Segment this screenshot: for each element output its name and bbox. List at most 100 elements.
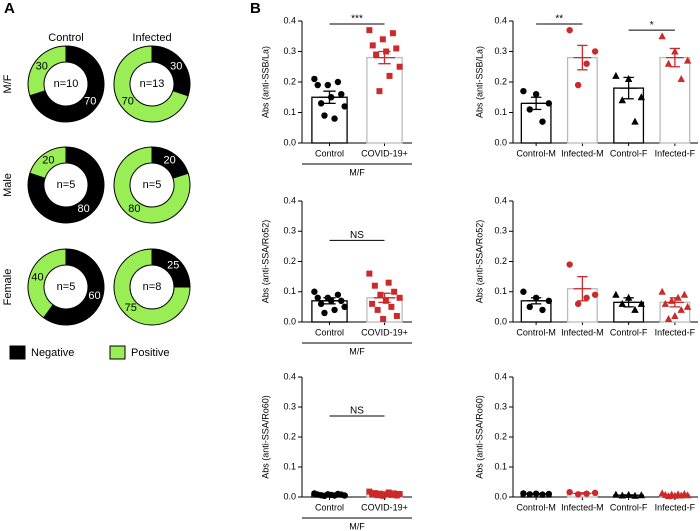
donut-segment xyxy=(27,45,67,97)
data-point xyxy=(382,297,389,304)
x-tick-label: COVID-19+ xyxy=(361,148,408,158)
y-tick-label: 0.3 xyxy=(283,46,296,56)
data-point xyxy=(314,81,321,89)
donut-value-label: 75 xyxy=(125,302,137,314)
data-point xyxy=(574,300,582,308)
panel-label: A xyxy=(4,0,15,17)
significance-label: * xyxy=(650,20,654,31)
data-point xyxy=(526,106,533,113)
data-point xyxy=(631,305,639,313)
bar xyxy=(366,56,403,144)
y-tick-label: 0.3 xyxy=(494,46,507,56)
data-point xyxy=(373,51,380,58)
y-tick-label: 0.4 xyxy=(283,195,296,205)
data-point xyxy=(389,30,396,37)
y-tick-label: 0.1 xyxy=(283,461,296,471)
data-point xyxy=(591,489,599,496)
donut-segment xyxy=(113,45,189,123)
x-tick-label: Control-M xyxy=(516,502,556,512)
bar xyxy=(659,56,691,144)
donut-value-label: 30 xyxy=(36,60,48,72)
donut-center-label: n=13 xyxy=(140,78,165,90)
data-point xyxy=(338,91,345,98)
y-tick-label: 0.0 xyxy=(283,316,296,326)
y-tick-label: 0.4 xyxy=(494,371,507,381)
x-tick-label: Infected-F xyxy=(655,148,696,158)
donut-segment xyxy=(29,45,105,123)
data-point xyxy=(369,491,376,498)
data-point xyxy=(321,309,328,317)
donut-segment xyxy=(42,248,105,326)
y-tick-label: 0.2 xyxy=(494,76,507,86)
donut-segment xyxy=(113,248,191,326)
row-header: M/F xyxy=(2,74,14,93)
data-point xyxy=(637,299,646,307)
data-point xyxy=(612,290,620,298)
y-axis-label: Abs (anti-SSA/Ro60) xyxy=(474,395,484,479)
data-point xyxy=(369,300,376,307)
data-point xyxy=(583,294,590,301)
y-tick-label: 0.1 xyxy=(494,461,507,471)
data-point xyxy=(683,56,692,64)
data-point xyxy=(520,87,527,95)
data-point xyxy=(386,72,393,79)
x-tick-label: Control-M xyxy=(516,327,556,337)
x-tick-label: Infected-F xyxy=(655,327,696,337)
data-point xyxy=(334,78,342,86)
y-tick-label: 0.4 xyxy=(283,15,296,25)
data-point xyxy=(396,63,403,70)
data-point xyxy=(317,300,325,308)
donut-value-label: 25 xyxy=(167,260,179,272)
data-point xyxy=(314,294,321,301)
x-tick-label: COVID-19+ xyxy=(361,502,408,512)
data-point xyxy=(311,288,318,295)
data-point xyxy=(566,26,573,34)
data-point xyxy=(545,297,553,305)
donut-value-label: 80 xyxy=(128,203,140,215)
data-point xyxy=(331,306,338,314)
data-point xyxy=(317,100,325,107)
significance-label: NS xyxy=(350,230,364,241)
y-tick-label: 0.3 xyxy=(494,226,507,236)
data-point xyxy=(566,489,573,496)
donut-center-label: n=5 xyxy=(143,179,162,191)
donut-value-label: 40 xyxy=(31,272,43,284)
y-tick-label: 0.4 xyxy=(494,195,507,205)
data-point xyxy=(664,492,673,500)
data-point xyxy=(532,91,540,98)
data-point xyxy=(539,306,546,314)
y-axis-label: Abs (anti-SSA/Ro52) xyxy=(474,220,484,304)
y-tick-label: 0.3 xyxy=(283,226,296,236)
y-axis-label: Abs (anti-SSB/La) xyxy=(260,46,270,118)
data-point xyxy=(658,32,666,40)
data-point xyxy=(661,299,670,307)
data-point xyxy=(331,115,338,122)
row-header: Male xyxy=(2,173,14,197)
x-tick-label: Control-F xyxy=(610,502,648,512)
donut-center-label: n=10 xyxy=(54,78,79,90)
data-point xyxy=(380,492,387,499)
data-point xyxy=(385,279,392,286)
row-header: Female xyxy=(2,269,14,306)
y-tick-label: 0.1 xyxy=(494,286,507,296)
data-point xyxy=(374,492,381,499)
data-point xyxy=(371,282,378,289)
x-tick-label: Infected-M xyxy=(561,327,604,337)
data-point xyxy=(664,314,673,322)
y-tick-label: 0.2 xyxy=(494,431,507,441)
y-tick-label: 0.0 xyxy=(283,491,296,501)
data-point xyxy=(545,100,553,107)
group-label: M/F xyxy=(349,521,365,531)
data-point xyxy=(591,291,599,298)
significance-label: ** xyxy=(555,14,563,25)
donut-segment xyxy=(113,146,191,224)
donut-value-label: 70 xyxy=(122,96,134,108)
data-point xyxy=(566,261,573,268)
data-point xyxy=(612,490,620,498)
y-tick-label: 0.3 xyxy=(494,401,507,411)
data-point xyxy=(618,96,626,104)
data-point xyxy=(637,93,646,101)
data-point xyxy=(377,291,384,298)
data-point xyxy=(520,490,527,497)
